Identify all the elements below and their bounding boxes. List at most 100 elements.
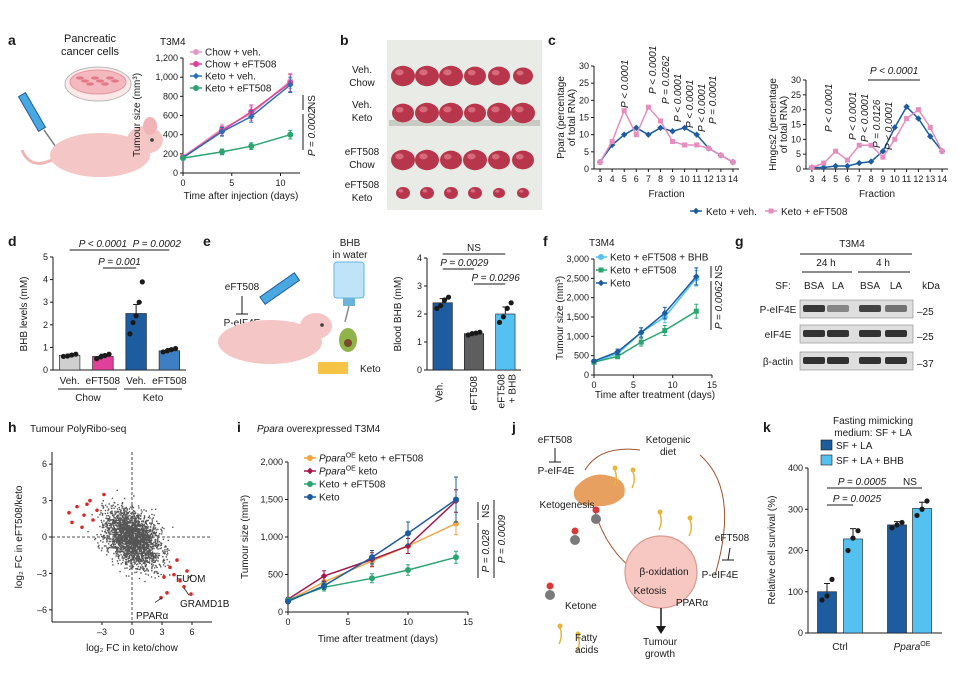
legend-marker <box>598 254 604 260</box>
tumour-sample <box>487 102 511 124</box>
legend-label: Chow + eFT508 <box>205 60 277 71</box>
p-value-label: P < 0.0001 <box>79 239 127 250</box>
tumour-sample <box>415 102 439 124</box>
category-label: Veh. <box>126 376 146 387</box>
x-tick-label: 3 <box>809 174 814 184</box>
data-point <box>927 133 934 140</box>
y-axis-label: Ppara (percentage <box>556 76 567 159</box>
x-tick-label: 0 <box>285 617 290 627</box>
x-tick-label: 13 <box>716 174 726 184</box>
x-tick-label: 13 <box>925 174 935 184</box>
data-point <box>219 148 225 155</box>
data-point <box>915 107 921 113</box>
fatty-acid-tail-icon <box>658 513 663 531</box>
data-point <box>369 575 375 582</box>
y-tick-label: 25 <box>791 90 801 100</box>
fatty-acid-tail-icon <box>613 469 618 487</box>
data-point <box>453 554 459 561</box>
data-point <box>657 118 663 124</box>
timepoint-label: 24 h <box>816 258 835 269</box>
x-axis-label: log₂ FC in keto/chow <box>86 643 178 654</box>
tumour-sample <box>463 149 487 171</box>
data-point <box>60 353 67 360</box>
data-point <box>405 567 411 573</box>
y-tick-label: 3,000 <box>566 254 589 264</box>
y-tick-label: 0 <box>796 164 801 174</box>
gene-pointer <box>154 597 163 603</box>
legend-marker <box>307 455 313 461</box>
data-point <box>892 136 898 142</box>
highlight-point <box>165 591 169 595</box>
data-point <box>69 352 75 358</box>
target-label: P-eIF4E <box>702 570 739 581</box>
y-tick-label: 2 <box>417 309 422 319</box>
y-tick-label: 4 <box>43 275 48 285</box>
data-point <box>844 157 850 163</box>
data-point <box>694 142 700 148</box>
legend-label: Keto + eFT508 <box>319 480 386 491</box>
lane-label: BSA <box>804 281 824 292</box>
tumour-highlight <box>491 106 500 113</box>
x-tick-label: 0 <box>129 627 134 637</box>
highlight-point <box>172 572 176 577</box>
p-value-label: P = 0.0009 <box>497 514 508 563</box>
tumour-sample <box>391 65 415 87</box>
y-tick-label: 2,000 <box>566 293 589 303</box>
bar <box>887 524 907 634</box>
pathway-arrow <box>699 454 726 576</box>
data-point <box>899 519 905 526</box>
p-value-label: P = 0.028 <box>481 529 492 572</box>
ketone-oxygen-icon <box>546 582 554 590</box>
data-point <box>850 535 856 541</box>
highlight-point <box>75 504 79 509</box>
y-tick-label: 5 <box>584 147 589 157</box>
panel-b: b Veh. Chow Veh. Keto eFT508 Chow eFT508 Keto <box>340 32 542 210</box>
y-tick-label: 500 <box>268 570 283 580</box>
blot-band <box>859 357 881 364</box>
blot-band <box>827 330 849 337</box>
inhibition-line <box>727 547 731 561</box>
tumour-highlight <box>419 69 428 76</box>
tumour-highlight <box>422 189 428 193</box>
y-tick-label: –3 <box>37 568 47 578</box>
x-axis-label: Time after treatment (days) <box>595 390 715 401</box>
y-tick-label: 1,000 <box>260 532 283 542</box>
tumour-sample <box>444 187 458 199</box>
tumour-sample <box>488 150 510 170</box>
y-tick-label: 15 <box>791 120 801 130</box>
ketone-oxygen-icon <box>592 506 600 514</box>
panel-letter: g <box>735 233 744 249</box>
y-tick-label: 1,000 <box>155 72 178 82</box>
data-point <box>405 530 411 537</box>
data-point <box>287 81 294 89</box>
x-tick-label: 11 <box>902 174 911 184</box>
x-tick-label: 9 <box>670 174 675 184</box>
fatty-acid-icon <box>612 465 618 471</box>
legend-marker <box>193 49 199 55</box>
legend-label: Keto <box>610 279 631 290</box>
fatty-acid-icon <box>557 623 563 629</box>
timepoint-label: 4 h <box>876 258 890 269</box>
y-tick-label: 20 <box>791 105 801 115</box>
mouse-icon <box>218 320 322 364</box>
panel-letter: a <box>8 32 16 48</box>
legend-marker <box>768 208 774 214</box>
category-label: Veh. <box>60 376 80 387</box>
target-label: P-eIF4E <box>538 466 575 477</box>
x-tick-label: 8 <box>658 174 663 184</box>
x-tick-label: 10 <box>275 178 285 188</box>
data-point <box>856 159 863 167</box>
tumour-highlight <box>467 69 476 76</box>
legend-marker <box>598 267 604 273</box>
fatty-label: Fatty <box>575 633 597 644</box>
data-point <box>855 528 861 534</box>
data-point <box>139 279 145 285</box>
highlight-point <box>91 518 95 522</box>
row-label: Veh. <box>352 100 372 111</box>
process-label: Ketogenesis <box>539 500 594 511</box>
blot-band <box>803 357 825 364</box>
syringe-icon <box>259 272 301 306</box>
tumour-highlight <box>519 189 524 193</box>
data-point <box>615 353 621 359</box>
x-tick-label: 12 <box>913 174 923 184</box>
